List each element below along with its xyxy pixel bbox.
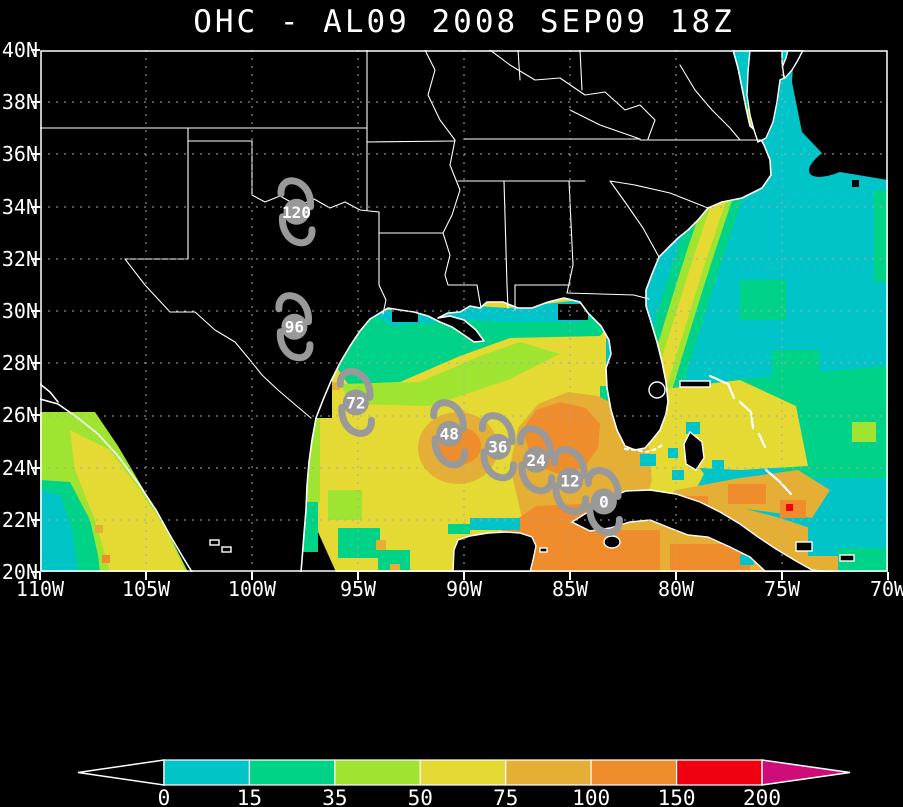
forecast-track: 0 12 24 36 48 72 96 120 (279, 181, 620, 533)
track-hour-label: 0 (599, 493, 609, 512)
track-hour-label: 96 (285, 318, 304, 337)
lon-tick (781, 572, 783, 580)
colorbar-segment (675, 759, 763, 786)
lon-tick-label: 90W (445, 577, 483, 601)
colorbar-over-arrow (761, 759, 851, 786)
lon-tick-label: 80W (657, 577, 695, 601)
mainland (40, 50, 771, 572)
delmarva-peninsula (746, 49, 785, 143)
track-hour-label: 36 (488, 438, 507, 457)
lat-tick-label: 24N (1, 455, 38, 480)
lat-tick-label: 38N (1, 90, 38, 115)
map-frame (40, 50, 888, 572)
lon-tick (251, 572, 253, 580)
colorbar-label: 50 (408, 786, 433, 807)
track-hour-label: 12 (560, 472, 579, 491)
colorbar-segment (163, 759, 251, 786)
lon-tick (145, 572, 147, 580)
pacific-coastline (39, 398, 193, 573)
lat-tick (31, 362, 40, 365)
cozumel-island (539, 547, 548, 553)
colorbar-label: 100 (572, 786, 610, 807)
lat-tick (31, 518, 40, 521)
lon-tick (569, 572, 571, 580)
pacific-region (39, 383, 232, 573)
lat-tick (31, 257, 40, 260)
lat-tick (31, 49, 40, 51)
lon-tick-label: 95W (339, 577, 377, 601)
lat-tick-label: 22N (1, 507, 38, 532)
lat-tick (31, 571, 40, 573)
coastline (300, 49, 772, 573)
colorbar-segment (248, 759, 336, 786)
lake-okeechobee (648, 381, 666, 399)
lat-tick-label: 28N (1, 351, 38, 376)
colorbar: 0 15 35 50 75 100 150 200 (77, 759, 851, 807)
lat-tick-label: 36N (1, 142, 38, 167)
colorbar-segment (590, 759, 678, 786)
land-masses (40, 49, 855, 573)
lat-tick-label: 32N (1, 246, 38, 271)
lon-tick (887, 572, 889, 580)
lon-tick-label: 85W (551, 577, 589, 601)
lat-tick (31, 153, 40, 156)
lon-tick-label: 110W (15, 577, 65, 601)
colorbar-label: 200 (743, 786, 781, 807)
lat-tick-label: 40N (1, 38, 38, 62)
track-hour-label: 72 (346, 393, 365, 412)
islas-marias (209, 539, 220, 546)
lon-tick-label: 75W (763, 577, 801, 601)
florida-keys (623, 442, 666, 454)
lat-tick (31, 466, 40, 469)
colorbar-segment (334, 759, 421, 786)
lat-tick-label: 30N (1, 299, 38, 323)
lon-tick (357, 572, 359, 580)
lat-tick-label: 20N (1, 560, 38, 584)
lon-tick (675, 572, 677, 580)
lat-tick-label: 26N (1, 403, 38, 428)
lon-tick-label: 105W (121, 577, 171, 601)
colorbar-segment (419, 759, 507, 786)
colorbar-label: 150 (658, 786, 696, 807)
lat-tick-label: 34N (1, 194, 38, 219)
map-area: 0 12 24 36 48 72 96 120 (39, 49, 888, 573)
colorbar-label: 15 (237, 786, 262, 807)
track-hour-label: 120 (282, 203, 311, 222)
lon-tick (39, 572, 41, 580)
colorbar-label: 0 (158, 786, 171, 807)
colorbar-label: 75 (493, 786, 518, 807)
ohc-map: 0 12 24 36 48 72 96 120 (39, 49, 888, 573)
lon-tick (463, 572, 465, 580)
lat-tick (31, 205, 40, 208)
lon-tick-label: 70W (869, 577, 903, 601)
colorbar-segment (505, 759, 592, 786)
colorbar-label: 35 (322, 786, 347, 807)
bahamas-islands (679, 374, 855, 562)
lat-tick (31, 414, 40, 417)
track-hour-label: 48 (440, 425, 459, 444)
plot-title: OHC - AL09 2008 SEP09 18Z (193, 4, 735, 40)
colorbar-under-arrow (77, 759, 165, 786)
yucatan-peninsula (452, 531, 537, 573)
lat-tick (31, 101, 40, 104)
lat-tick (31, 310, 40, 312)
lon-tick-label: 100W (227, 577, 277, 601)
track-hour-label: 24 (526, 451, 545, 470)
isle-of-youth (603, 535, 621, 549)
